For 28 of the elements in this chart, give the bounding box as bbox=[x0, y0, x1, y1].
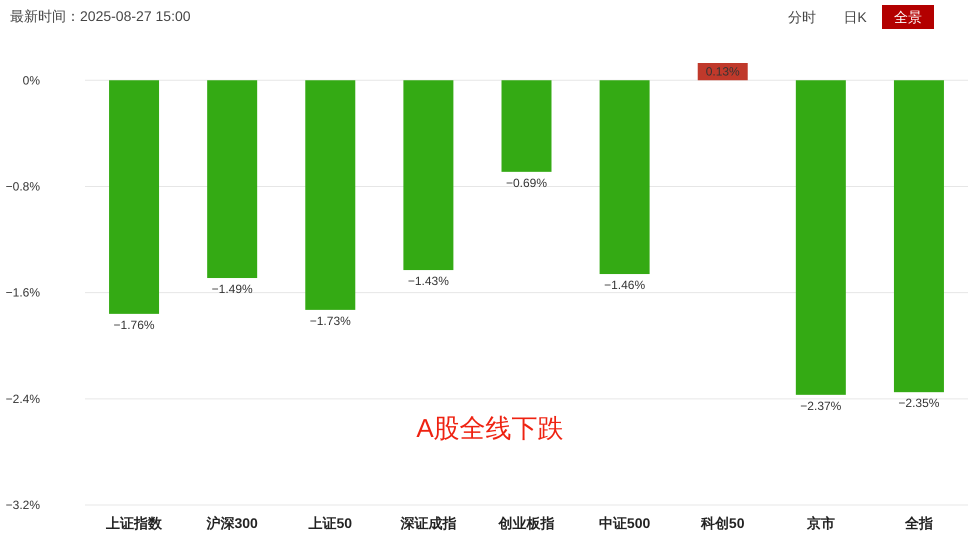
data-label: −1.73% bbox=[310, 314, 352, 328]
x-tick-label: 京市 bbox=[806, 515, 835, 531]
y-tick-label: −1.6% bbox=[6, 286, 40, 300]
data-label: 0.13% bbox=[706, 64, 740, 79]
x-tick-label: 创业板指 bbox=[498, 515, 554, 531]
text: 全景 bbox=[894, 9, 922, 25]
x-tick-label: 上证指数 bbox=[105, 515, 164, 531]
x-tick-label: 全指 bbox=[904, 515, 933, 531]
x-tick-label: 科创50 bbox=[700, 515, 745, 531]
annotation: A股全线下跌 bbox=[416, 413, 564, 443]
text: 日K bbox=[843, 9, 868, 25]
x-tick-label: 深证成指 bbox=[399, 515, 456, 531]
x-tick-label: 沪深300 bbox=[205, 515, 258, 531]
text: 分时 bbox=[788, 9, 816, 25]
chart-subtitle: 最新时间：2025-08-27 15:00 bbox=[10, 8, 191, 24]
y-tick-label: −2.4% bbox=[6, 392, 40, 406]
y-tick-label: −0.8% bbox=[6, 179, 40, 194]
x-tick-label: 中证500 bbox=[598, 515, 651, 531]
data-label: −1.46% bbox=[604, 278, 646, 292]
data-label: −2.35% bbox=[898, 396, 940, 410]
data-label: −0.69% bbox=[506, 176, 548, 190]
data-label: −2.37% bbox=[800, 398, 842, 413]
data-label: −1.76% bbox=[114, 318, 155, 332]
x-tick-label: 上证50 bbox=[307, 515, 352, 531]
y-tick-label: −3.2% bbox=[6, 498, 40, 512]
data-label: −1.43% bbox=[408, 274, 450, 288]
data-label: −1.49% bbox=[212, 282, 254, 296]
y-tick-label: 0% bbox=[22, 73, 40, 88]
